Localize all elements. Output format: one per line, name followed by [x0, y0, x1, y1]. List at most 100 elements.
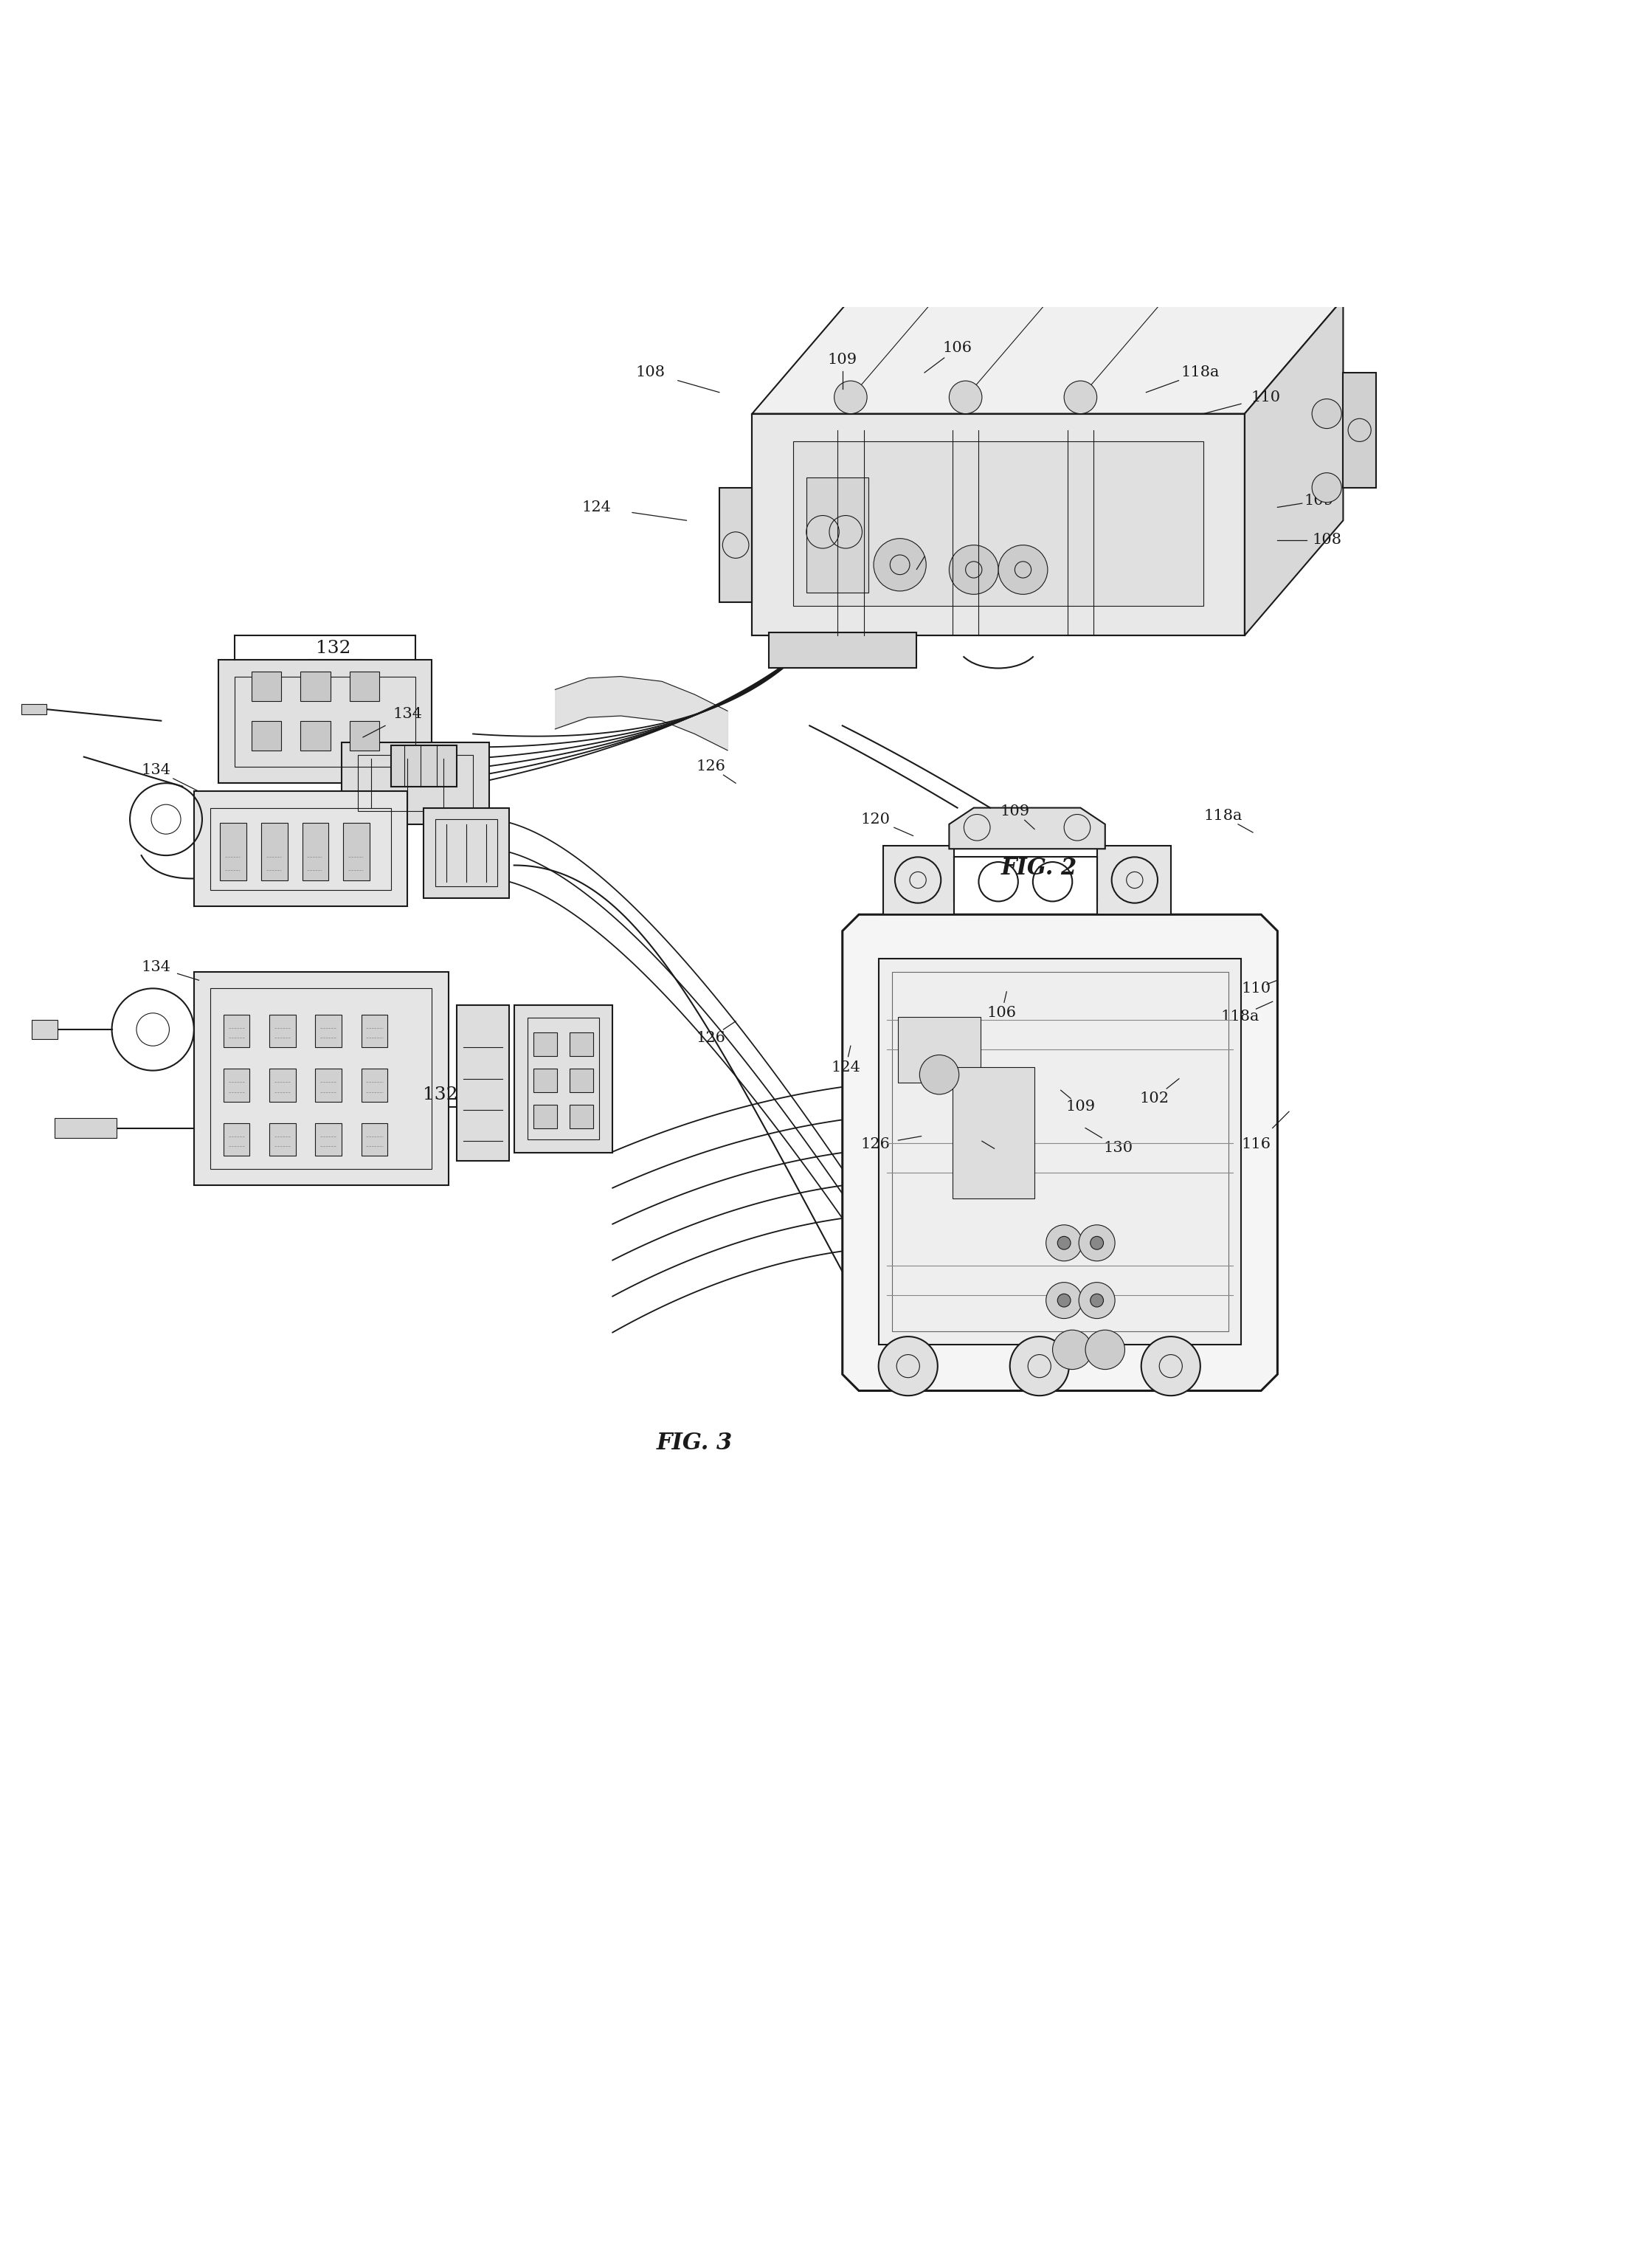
- Bar: [752, 413, 1244, 636]
- Text: 110: 110: [1251, 390, 1280, 404]
- Bar: [316, 1069, 342, 1101]
- Bar: [301, 720, 330, 751]
- Text: 118a: 118a: [1181, 365, 1219, 379]
- Polygon shape: [752, 298, 1343, 413]
- Circle shape: [920, 1056, 958, 1094]
- Circle shape: [998, 546, 1047, 593]
- Text: 109: 109: [999, 803, 1029, 819]
- Bar: [570, 1069, 593, 1092]
- Polygon shape: [884, 846, 955, 914]
- Circle shape: [1064, 381, 1097, 413]
- Bar: [218, 661, 431, 783]
- Bar: [892, 972, 1227, 1331]
- Text: 109: 109: [1066, 1099, 1095, 1114]
- Bar: [223, 1015, 249, 1047]
- Bar: [534, 1105, 557, 1128]
- Text: 110: 110: [1241, 981, 1270, 995]
- Bar: [570, 1033, 593, 1056]
- Bar: [301, 672, 330, 702]
- Text: 120: 120: [991, 1148, 1021, 1162]
- Bar: [342, 742, 489, 823]
- Circle shape: [1312, 399, 1341, 429]
- Text: 108: 108: [1312, 532, 1341, 548]
- Bar: [316, 1123, 342, 1155]
- Text: 108: 108: [636, 365, 666, 379]
- Bar: [193, 792, 408, 907]
- Text: FIG. 3: FIG. 3: [656, 1433, 733, 1455]
- Text: 126: 126: [697, 1031, 725, 1045]
- Text: 132: 132: [316, 641, 350, 656]
- Circle shape: [879, 1336, 938, 1396]
- Circle shape: [950, 546, 998, 593]
- Text: 126: 126: [897, 571, 927, 584]
- Text: 126: 126: [861, 1137, 890, 1151]
- Circle shape: [1090, 1295, 1104, 1306]
- Text: 118a: 118a: [1221, 1008, 1259, 1024]
- Bar: [362, 1123, 388, 1155]
- Bar: [316, 1015, 342, 1047]
- Bar: [210, 988, 431, 1169]
- Polygon shape: [719, 487, 752, 602]
- Bar: [193, 972, 448, 1184]
- Circle shape: [1046, 1225, 1082, 1261]
- Text: 116: 116: [1241, 1137, 1270, 1151]
- Text: 118a: 118a: [1204, 810, 1242, 823]
- Circle shape: [1057, 1236, 1070, 1250]
- Text: 134: 134: [142, 763, 170, 776]
- Text: 134: 134: [142, 961, 170, 975]
- Bar: [235, 677, 416, 767]
- Bar: [434, 819, 497, 887]
- Text: 134: 134: [393, 706, 423, 722]
- Text: 106: 106: [986, 1006, 1016, 1020]
- Text: 120: 120: [861, 812, 890, 826]
- Text: 109: 109: [828, 352, 857, 365]
- Polygon shape: [21, 704, 46, 715]
- Bar: [350, 672, 380, 702]
- Circle shape: [950, 381, 981, 413]
- Bar: [358, 756, 472, 812]
- Bar: [210, 808, 392, 889]
- Bar: [899, 1017, 980, 1083]
- Circle shape: [1090, 1236, 1104, 1250]
- Bar: [269, 1015, 296, 1047]
- Bar: [362, 1069, 388, 1101]
- Text: FIG. 2: FIG. 2: [1001, 857, 1077, 880]
- Polygon shape: [1244, 298, 1343, 636]
- Text: 132: 132: [423, 1087, 458, 1103]
- Polygon shape: [55, 1119, 117, 1137]
- Text: 126: 126: [697, 760, 725, 774]
- Bar: [362, 1015, 388, 1047]
- Bar: [806, 478, 869, 593]
- Polygon shape: [1343, 372, 1376, 487]
- Bar: [223, 1123, 249, 1155]
- Bar: [350, 720, 380, 751]
- Circle shape: [1142, 1336, 1201, 1396]
- Text: 102: 102: [1140, 1092, 1170, 1105]
- Bar: [425, 808, 509, 898]
- Bar: [534, 1069, 557, 1092]
- Bar: [514, 1004, 613, 1153]
- Bar: [302, 823, 329, 880]
- Circle shape: [1079, 1225, 1115, 1261]
- Bar: [223, 1069, 249, 1101]
- Text: 124: 124: [831, 1060, 861, 1074]
- Circle shape: [1046, 1281, 1082, 1318]
- Bar: [527, 1017, 600, 1139]
- Text: 124: 124: [582, 501, 611, 514]
- Text: 130: 130: [1104, 1142, 1133, 1155]
- Polygon shape: [1097, 846, 1171, 914]
- Text: 109: 109: [1303, 494, 1333, 508]
- Circle shape: [1085, 1331, 1125, 1369]
- Bar: [251, 720, 281, 751]
- Text: 106: 106: [943, 341, 971, 354]
- Bar: [534, 1033, 557, 1056]
- Circle shape: [1052, 1331, 1092, 1369]
- Circle shape: [1009, 1336, 1069, 1396]
- Bar: [344, 823, 370, 880]
- Bar: [793, 442, 1204, 607]
- Bar: [768, 632, 917, 668]
- Circle shape: [1057, 1295, 1070, 1306]
- Polygon shape: [31, 1020, 58, 1040]
- Circle shape: [1079, 1281, 1115, 1318]
- Polygon shape: [950, 808, 1105, 848]
